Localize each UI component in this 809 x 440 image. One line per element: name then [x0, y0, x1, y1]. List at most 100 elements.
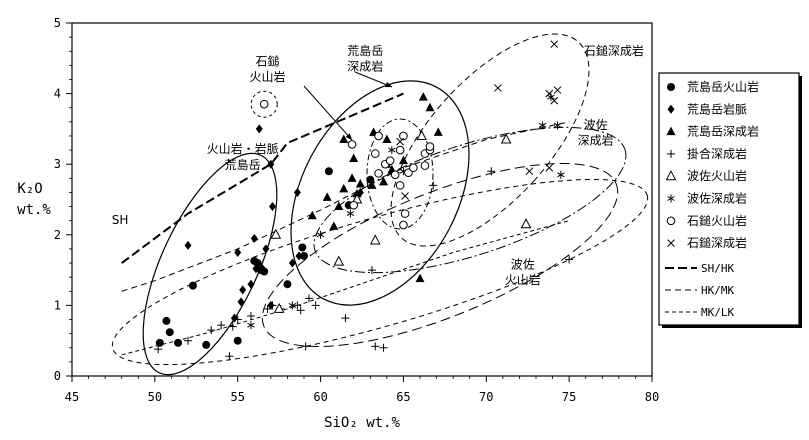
- field-ellipse: [142, 152, 278, 376]
- marker-shape: [500, 133, 512, 144]
- data-point: [283, 280, 292, 289]
- marker-shape: [409, 163, 418, 173]
- data-point: [352, 188, 362, 198]
- marker-shape: [390, 170, 400, 180]
- annotation-arrowhead: [385, 82, 392, 88]
- marker-shape: [333, 255, 345, 266]
- marker-shape: [288, 258, 296, 268]
- marker-shape: [255, 124, 263, 134]
- data-point: [346, 209, 355, 218]
- marker-shape: [288, 302, 297, 308]
- data-point: [246, 311, 255, 320]
- legend-label: 荒島岳岩脈: [687, 101, 747, 116]
- data-point: [184, 336, 192, 345]
- data-point: [553, 121, 562, 130]
- data-point: [545, 89, 554, 98]
- marker-shape: [374, 169, 383, 178]
- x-tick-label: 70: [479, 390, 493, 404]
- marker-shape: [234, 247, 242, 257]
- data-point: [237, 297, 245, 307]
- marker-shape: [324, 167, 333, 176]
- y-tick-label: 4: [54, 87, 61, 101]
- marker-shape: [339, 183, 349, 193]
- marker-shape: [395, 145, 405, 155]
- data-point: [162, 316, 171, 325]
- data-point: [250, 233, 258, 243]
- marker-shape: [667, 196, 675, 201]
- marker-shape: [366, 175, 375, 184]
- data-point: [347, 140, 357, 149]
- marker-shape: [346, 211, 355, 217]
- annotation-label: 深成岩: [347, 58, 383, 73]
- legend-box: [658, 72, 800, 326]
- data-point: [316, 230, 325, 239]
- boundary-line: [121, 92, 404, 264]
- data-point: [239, 285, 247, 295]
- marker-shape: [545, 163, 554, 172]
- data-point: [525, 167, 534, 176]
- legend-line-label: MK/LK: [701, 306, 734, 319]
- boundary-line: [121, 220, 570, 356]
- data-point: [418, 92, 428, 101]
- marker-shape: [300, 251, 308, 260]
- field-ellipse: [111, 178, 649, 366]
- data-point: [416, 129, 427, 140]
- y-tick-label: 1: [54, 298, 61, 312]
- marker-shape: [349, 153, 359, 163]
- data-point: [333, 255, 345, 266]
- data-point: [398, 155, 408, 165]
- marker-shape: [416, 129, 427, 140]
- marker-shape: [388, 147, 396, 153]
- marker-shape: [298, 243, 307, 252]
- annotation-label: 荒島岳: [225, 157, 261, 172]
- y-axis-title: K₂O: [17, 181, 42, 197]
- data-point: [538, 121, 547, 130]
- y-tick-label: 5: [54, 16, 61, 30]
- data-point: [174, 338, 183, 347]
- marker-shape: [270, 228, 282, 239]
- marker-shape: [545, 89, 554, 98]
- y-axis-unit: wt.%: [17, 202, 51, 218]
- data-point: [420, 161, 430, 170]
- field-ellipse: [290, 80, 470, 306]
- data-point: [268, 301, 277, 310]
- data-point: [395, 145, 405, 155]
- marker-shape: [667, 239, 675, 247]
- marker-shape: [550, 40, 559, 49]
- marker-shape: [307, 210, 317, 220]
- data-point: [270, 228, 282, 239]
- annotation-arrowhead: [345, 133, 352, 140]
- data-point: [487, 167, 496, 176]
- marker-shape: [425, 142, 435, 151]
- marker-shape: [269, 202, 277, 212]
- data-point: [399, 220, 408, 230]
- legend-marker: [667, 104, 675, 114]
- annotation-label: 波佐: [584, 118, 608, 132]
- data-point: [339, 134, 349, 143]
- marker-shape: [374, 131, 383, 141]
- data-point: [520, 218, 532, 229]
- marker-shape: [155, 338, 164, 347]
- legend-label: 荒島岳火山岩: [687, 79, 759, 94]
- data-point: [165, 328, 174, 337]
- data-point: [247, 279, 255, 289]
- marker-shape: [184, 240, 192, 250]
- marker-shape: [347, 140, 357, 149]
- data-point: [307, 210, 317, 220]
- data-point: [366, 175, 375, 184]
- annotation-label: 荒島岳: [347, 43, 383, 58]
- marker-shape: [259, 99, 269, 109]
- annotation-label: 石鎚: [256, 53, 280, 68]
- data-point: [311, 301, 320, 310]
- legend-marker: [667, 83, 675, 91]
- data-point: [415, 273, 425, 283]
- marker-shape: [395, 181, 405, 190]
- data-point: [349, 153, 359, 163]
- data-point: [184, 240, 192, 250]
- marker-shape: [420, 161, 430, 170]
- marker-shape: [367, 180, 377, 189]
- marker-shape: [230, 313, 238, 323]
- marker-shape: [557, 172, 565, 178]
- data-point: [288, 258, 296, 268]
